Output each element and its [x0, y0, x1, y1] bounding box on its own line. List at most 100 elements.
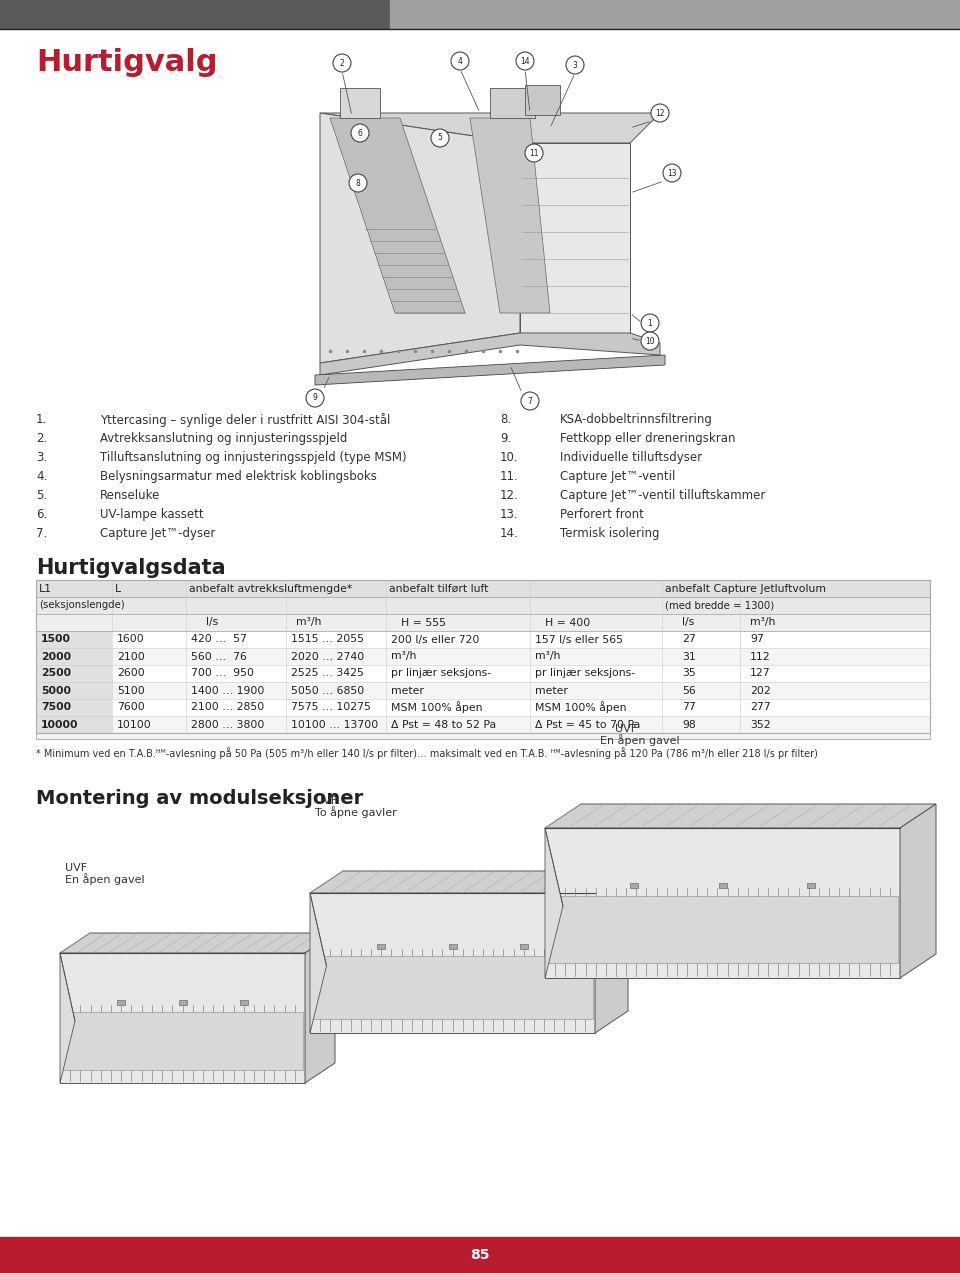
Circle shape — [306, 390, 324, 407]
Polygon shape — [305, 933, 335, 1083]
Text: L: L — [115, 583, 121, 593]
Text: Yttercasing – synlige deler i rustfritt AISI 304-stål: Yttercasing – synlige deler i rustfritt … — [100, 412, 391, 426]
Bar — [718, 883, 727, 889]
Bar — [390, 0, 960, 28]
Text: En åpen gavel: En åpen gavel — [600, 735, 680, 746]
Polygon shape — [315, 355, 665, 384]
Polygon shape — [490, 88, 535, 118]
Text: 352: 352 — [750, 719, 771, 729]
Text: 13: 13 — [667, 168, 677, 177]
Bar — [36, 715, 930, 733]
Circle shape — [431, 129, 449, 146]
Circle shape — [333, 53, 351, 73]
Text: pr linjær seksjons-: pr linjær seksjons- — [391, 668, 492, 679]
Polygon shape — [60, 953, 75, 1083]
Text: Hurtigvalgsdata: Hurtigvalgsdata — [36, 558, 226, 578]
Polygon shape — [900, 805, 936, 978]
Text: 3: 3 — [572, 61, 577, 70]
Bar — [807, 883, 815, 889]
Text: Tilluftsanslutning og innjusteringsspjeld (type MSM): Tilluftsanslutning og innjusteringsspjel… — [100, 451, 407, 463]
Text: 7.: 7. — [36, 527, 47, 540]
Text: 1.: 1. — [36, 412, 47, 426]
Text: MSM 100% åpen: MSM 100% åpen — [391, 701, 483, 713]
Text: 10.: 10. — [500, 451, 518, 463]
Text: 2.: 2. — [36, 432, 47, 446]
Text: 1600: 1600 — [117, 634, 145, 644]
Polygon shape — [310, 871, 628, 892]
Circle shape — [349, 174, 367, 192]
Bar — [519, 945, 528, 948]
Text: En åpen gavel: En åpen gavel — [65, 873, 145, 885]
Text: 157 l/s eller 565: 157 l/s eller 565 — [535, 634, 623, 644]
Text: 127: 127 — [750, 668, 771, 679]
Text: UVF: UVF — [615, 724, 637, 735]
Text: 3.: 3. — [36, 451, 47, 463]
Text: Avtrekksanslutning og innjusteringsspjeld: Avtrekksanslutning og innjusteringsspjel… — [100, 432, 348, 446]
Text: Individuelle tilluftsdyser: Individuelle tilluftsdyser — [560, 451, 702, 463]
Text: 12: 12 — [656, 108, 664, 117]
Text: 11.: 11. — [500, 470, 518, 482]
Text: 2800 … 3800: 2800 … 3800 — [191, 719, 264, 729]
Text: Perforert front: Perforert front — [560, 508, 644, 521]
Text: L1: L1 — [39, 583, 52, 593]
Text: 6: 6 — [357, 129, 363, 137]
Text: UVF: UVF — [65, 863, 87, 873]
Bar — [36, 597, 930, 614]
Text: 5: 5 — [438, 134, 443, 143]
Text: anbefalt tilført luft: anbefalt tilført luft — [389, 583, 489, 593]
Polygon shape — [312, 956, 593, 1018]
Bar — [36, 682, 112, 699]
Text: 420 …  57: 420 … 57 — [191, 634, 247, 644]
Text: 1: 1 — [648, 318, 653, 327]
Text: 700 …  950: 700 … 950 — [191, 668, 254, 679]
Text: 2525 … 3425: 2525 … 3425 — [291, 668, 364, 679]
Text: Capture Jet™-ventil tilluftskammer: Capture Jet™-ventil tilluftskammer — [560, 489, 765, 502]
Text: 97: 97 — [750, 634, 764, 644]
Polygon shape — [320, 113, 660, 143]
Text: 12.: 12. — [500, 489, 518, 502]
Text: meter: meter — [391, 685, 424, 695]
Polygon shape — [545, 827, 900, 978]
Circle shape — [516, 52, 534, 70]
Circle shape — [351, 123, 369, 143]
Text: 2100 … 2850: 2100 … 2850 — [191, 703, 264, 713]
Polygon shape — [340, 88, 380, 118]
Circle shape — [641, 314, 659, 332]
Text: pr linjær seksjons-: pr linjær seksjons- — [535, 668, 636, 679]
Text: 10100 … 13700: 10100 … 13700 — [291, 719, 378, 729]
Polygon shape — [62, 1012, 303, 1071]
Text: 8: 8 — [355, 178, 360, 187]
Text: Renseluke: Renseluke — [100, 489, 160, 502]
Circle shape — [641, 332, 659, 350]
Polygon shape — [545, 805, 936, 827]
Text: Capture Jet™-dyser: Capture Jet™-dyser — [100, 527, 215, 540]
Bar — [36, 648, 112, 665]
Text: 10100: 10100 — [117, 719, 152, 729]
Text: 9.: 9. — [500, 432, 512, 446]
Text: H = 555: H = 555 — [401, 617, 446, 628]
Text: 1500: 1500 — [41, 634, 71, 644]
Polygon shape — [60, 953, 305, 1083]
Circle shape — [451, 52, 469, 70]
Text: 2000: 2000 — [41, 652, 71, 662]
Text: 2100: 2100 — [117, 652, 145, 662]
Text: anbefalt avtrekksluftmengde*: anbefalt avtrekksluftmengde* — [189, 583, 352, 593]
Bar — [36, 715, 112, 733]
Text: 10000: 10000 — [41, 719, 79, 729]
Text: 14.: 14. — [500, 527, 518, 540]
Bar — [36, 631, 112, 648]
Polygon shape — [520, 143, 630, 334]
Text: 56: 56 — [682, 685, 696, 695]
Text: 7575 … 10275: 7575 … 10275 — [291, 703, 371, 713]
Text: 9: 9 — [313, 393, 318, 402]
Bar — [36, 580, 930, 733]
Bar — [36, 665, 930, 682]
Text: 202: 202 — [750, 685, 771, 695]
Text: (seksjonslengde): (seksjonslengde) — [39, 601, 125, 611]
Bar — [36, 648, 930, 665]
Text: 14: 14 — [520, 56, 530, 65]
Text: 10: 10 — [645, 336, 655, 345]
Bar — [36, 699, 112, 715]
Text: 2020 … 2740: 2020 … 2740 — [291, 652, 364, 662]
Polygon shape — [320, 334, 660, 376]
